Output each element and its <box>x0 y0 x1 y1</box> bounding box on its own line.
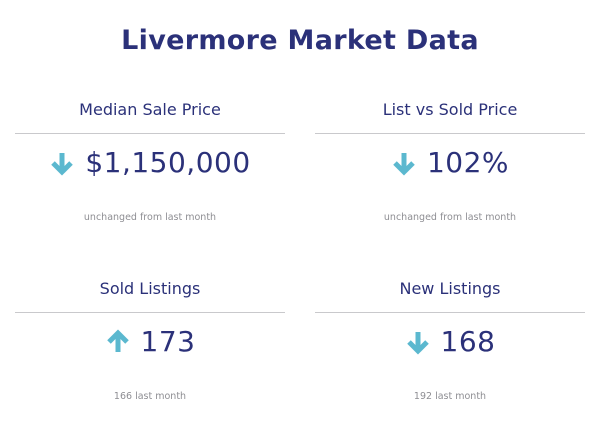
stat-label: Sold Listings <box>99 279 201 298</box>
stat-value-row: $1,150,000 <box>15 143 285 183</box>
divider <box>315 133 585 134</box>
divider <box>315 312 585 313</box>
stat-label: New Listings <box>399 279 501 298</box>
divider <box>15 312 285 313</box>
stat-value: 102% <box>426 146 510 179</box>
stat-label: Median Sale Price <box>79 100 221 119</box>
stat-note: 166 last month <box>113 391 187 402</box>
stat-value: 173 <box>140 325 196 358</box>
stat-value: $1,150,000 <box>85 146 251 179</box>
stat-value-row: 168 <box>315 322 585 362</box>
arrow-down-icon <box>406 332 429 355</box>
stat-label: List vs Sold Price <box>382 100 518 119</box>
arrow-down-icon <box>51 153 74 176</box>
stat-note: unchanged from last month <box>383 212 517 223</box>
stat-value-row: 102% <box>315 143 585 183</box>
stat-value: 168 <box>440 325 496 358</box>
stat-note: 192 last month <box>413 391 487 402</box>
stat-note: unchanged from last month <box>83 212 217 223</box>
arrow-up-icon <box>106 329 129 352</box>
page-title: Livermore Market Data <box>121 25 479 56</box>
arrow-down-icon <box>393 153 415 176</box>
divider <box>15 133 285 134</box>
stat-value-row: 173 <box>15 322 285 362</box>
